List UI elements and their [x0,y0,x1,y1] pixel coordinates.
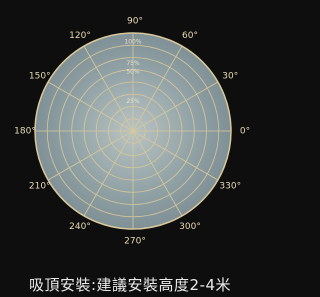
angle-label: 90° [127,17,143,27]
radial-label: 100% [124,38,141,45]
angle-label: 270° [124,237,146,247]
angle-label: 150° [29,72,51,82]
radial-label: 25% [126,98,140,105]
radial-label: 50% [126,69,140,76]
angle-label: 330° [219,182,241,192]
angle-label: 240° [69,222,91,232]
page: 0° 30° 60° 90° 120° 150° 180° 210° 240° 270° 300° 3… [0,0,320,297]
angle-label: 30° [222,72,238,82]
angle-label: 120° [69,31,91,41]
angle-label: 0° [240,127,250,137]
polar-diagram: 0° 30° 60° 90° 120° 150° 180° 210° 240° 270° 300° 3… [0,0,260,297]
angle-label: 210° [29,182,51,192]
radial-label: 75% [126,60,140,67]
caption: 吸頂安裝:建議安裝高度2-4米 [29,276,231,294]
angle-label: 60° [182,31,198,41]
angle-label: 300° [179,222,201,232]
angle-label: 180° [14,127,36,137]
